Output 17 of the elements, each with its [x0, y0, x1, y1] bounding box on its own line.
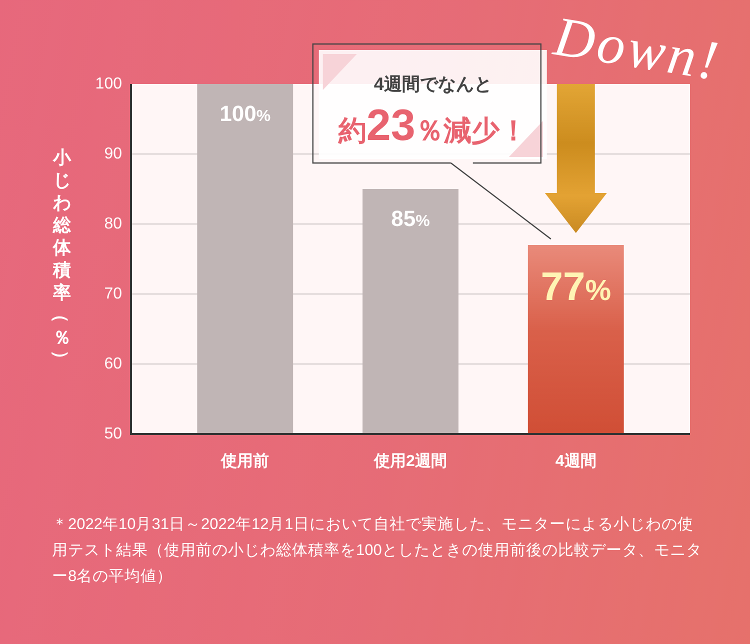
annotation: 約23％減少！ — [337, 101, 528, 150]
data-label: 77% — [540, 265, 612, 309]
x-tick-label: 使用2週間 — [373, 452, 447, 470]
annotation: Down! — [548, 5, 726, 94]
data-label: 100% — [220, 101, 271, 126]
y-tick-label: 70 — [104, 286, 122, 302]
x-tick-label: 使用前 — [220, 452, 270, 470]
y-tick-label: 100 — [95, 76, 122, 92]
y-tick-label: 50 — [104, 426, 122, 442]
x-tick-label: 4週間 — [555, 452, 596, 470]
data-label: 85% — [391, 206, 430, 231]
text: ＊2022年10月31日～2022年12月1日において自社で実施した、モニターによる小じわの使用テスト結果（使用前の小じわ総体積率を100としたときの使用前後の比較データ、モニター8名の平均値） — [52, 514, 702, 587]
text: 小じわ総体積率（％） — [51, 148, 71, 368]
y-tick-label: 90 — [104, 146, 122, 162]
annotation: 4週間でなんと — [374, 74, 492, 94]
y-tick-label: 60 — [104, 356, 122, 372]
y-tick-label: 80 — [104, 216, 122, 232]
